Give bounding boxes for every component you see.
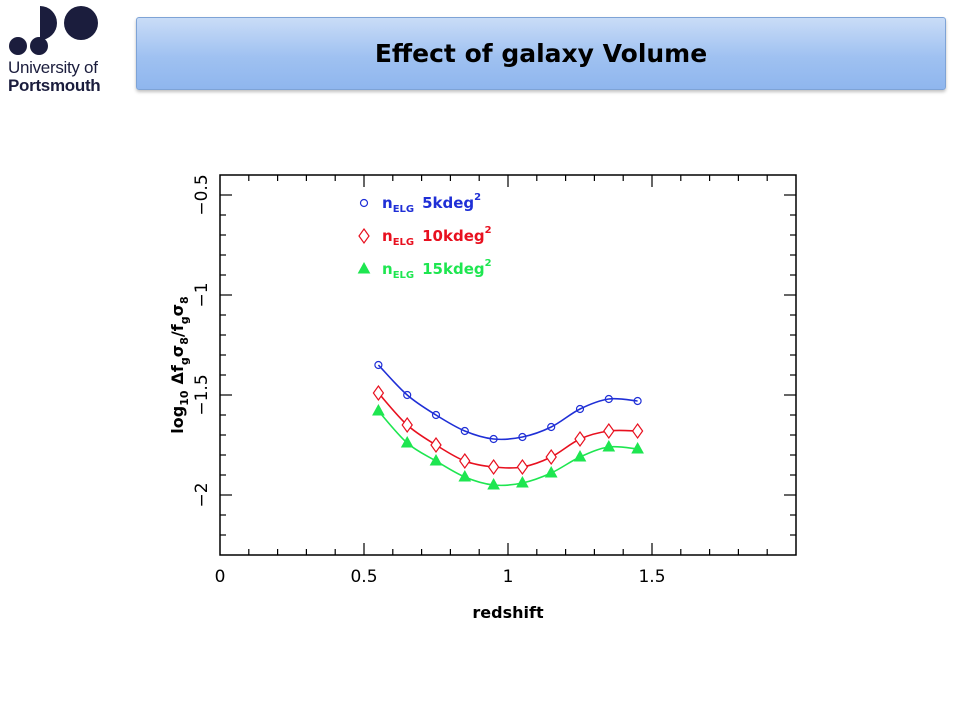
y-label-8a: 8 — [178, 337, 191, 345]
data-point — [487, 477, 500, 490]
chart: 0 0.5 1 1.5 −0.5 −1 −1.5 −2 nELG 5kdeg2 nELG 10kd… — [150, 160, 810, 645]
legend-label: nELG 5kdeg2 — [382, 192, 481, 215]
data-point — [372, 403, 385, 416]
x-tick-label: 0.5 — [350, 567, 377, 587]
axis-ticks — [220, 175, 796, 555]
y-label-g2: g — [178, 316, 191, 324]
y-label-slash: /f — [168, 323, 187, 337]
data-point — [631, 422, 644, 440]
data-point — [359, 198, 369, 208]
series-2 — [372, 403, 644, 490]
data-point — [574, 430, 586, 448]
series-line — [377, 392, 638, 469]
data-point — [575, 404, 585, 414]
y-tick-label: −2 — [192, 482, 212, 507]
data-point — [372, 384, 385, 402]
data-point — [431, 410, 441, 420]
x-tick-labels: 0 0.5 1 1.5 — [215, 567, 666, 587]
y-label-log: log — [168, 406, 187, 434]
y-tick-labels: −0.5 −1 −1.5 −2 — [192, 174, 212, 507]
data-point — [403, 390, 412, 400]
x-tick-label: 1.5 — [638, 567, 665, 587]
chart-svg: 0 0.5 1 1.5 −0.5 −1 −1.5 −2 nELG 5kdeg2 nELG 10kd… — [168, 174, 797, 622]
data-point — [545, 448, 557, 466]
x-tick-label: 0 — [215, 567, 226, 587]
logo-text-university-of: University of — [8, 58, 98, 77]
data-point — [631, 441, 644, 454]
data-point — [430, 436, 442, 454]
series-1 — [372, 384, 644, 476]
legend-entry-2: nELG 15kdeg2 — [357, 258, 492, 281]
x-tick-label: 1 — [503, 567, 514, 587]
y-axis-label: log10Δfgσ8/fgσ8 — [168, 296, 191, 433]
series-line — [377, 410, 638, 487]
data-point — [544, 465, 558, 478]
series-layer — [372, 360, 644, 490]
y-label-sigma2: σ — [168, 304, 187, 316]
y-label-delta: Δf — [168, 364, 187, 384]
logo-mark-icon — [9, 6, 98, 55]
legend-label: nELG 10kdeg2 — [382, 225, 492, 248]
y-tick-label: −1.5 — [192, 374, 212, 415]
data-point — [358, 227, 370, 245]
data-point — [516, 475, 529, 488]
data-point — [489, 434, 498, 444]
data-point — [603, 422, 615, 440]
logo-text-portsmouth: Portsmouth — [8, 76, 101, 95]
x-axis-label: redshift — [472, 603, 544, 622]
y-label-g1: g — [178, 357, 191, 365]
university-logo: University of Portsmouth — [6, 4, 118, 96]
legend-entry-0: nELG 5kdeg2 — [359, 192, 481, 215]
data-point — [357, 261, 371, 274]
data-point — [460, 426, 469, 436]
data-point — [604, 394, 613, 404]
data-point — [516, 458, 529, 476]
data-point — [458, 469, 472, 482]
y-tick-label: −0.5 — [192, 174, 212, 215]
legend-label: nELG 15kdeg2 — [382, 258, 492, 281]
series-0 — [374, 360, 642, 444]
y-label-sigma1: σ — [168, 345, 187, 357]
data-point — [459, 452, 471, 470]
page-title: Effect of galaxy Volume — [374, 39, 708, 68]
plot-frame — [219, 174, 797, 556]
data-point — [633, 396, 642, 406]
legend-entry-1: nELG 10kdeg2 — [358, 225, 492, 248]
data-point — [401, 416, 413, 434]
y-label-log-sub: 10 — [178, 390, 191, 406]
data-point — [487, 458, 500, 476]
legend: nELG 5kdeg2 nELG 10kdeg2 nELG 15kdeg2 — [357, 192, 492, 281]
data-point — [429, 453, 443, 466]
series-line — [377, 364, 638, 441]
data-point — [602, 439, 616, 452]
data-point — [547, 422, 556, 432]
data-point — [518, 432, 527, 442]
y-tick-label: −1 — [192, 282, 212, 307]
y-label-8b: 8 — [178, 296, 191, 304]
title-banner: Effect of galaxy Volume — [136, 17, 946, 90]
data-point — [573, 449, 587, 462]
data-point — [400, 435, 414, 448]
data-point — [374, 360, 383, 370]
